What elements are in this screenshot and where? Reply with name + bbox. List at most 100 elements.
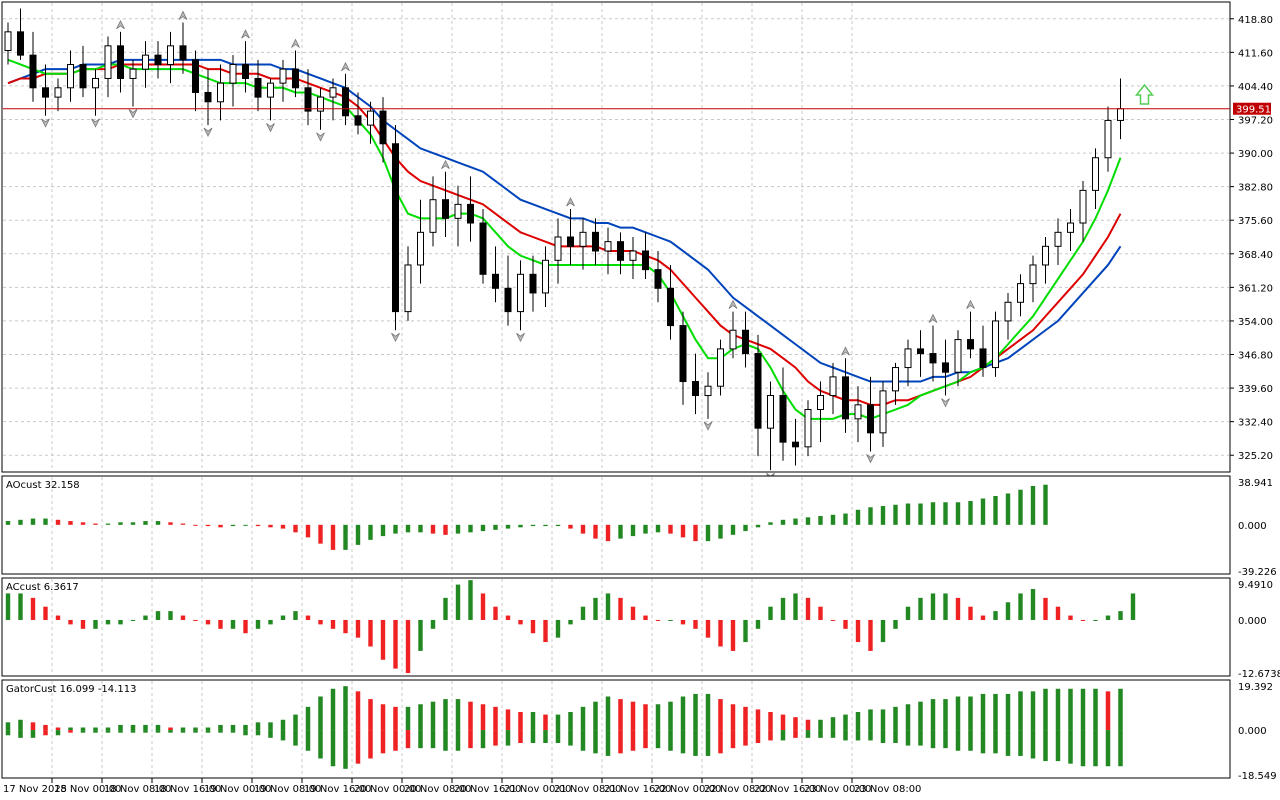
main-price-panel[interactable]: 418.80 411.60 404.40 397.20 390.00 382.80 375.… <box>1 1 1273 483</box>
candle-down[interactable] <box>967 339 974 350</box>
candle-up[interactable] <box>1079 189 1087 224</box>
candle-up[interactable] <box>1029 264 1037 285</box>
candle-up[interactable] <box>104 45 112 79</box>
candle-down[interactable] <box>29 54 37 89</box>
candle-up[interactable] <box>829 376 837 397</box>
gator-indicator-panel[interactable]: 19.392 0.000 -18.549 GatorCust 16.099 -14.1… <box>1 679 1277 782</box>
candle-up[interactable] <box>142 54 149 70</box>
candle-up[interactable] <box>1117 108 1124 121</box>
candle-down[interactable] <box>242 63 249 79</box>
candle-up[interactable] <box>417 231 424 266</box>
candle-up[interactable] <box>1067 222 1074 233</box>
candle-down[interactable] <box>654 269 662 289</box>
candle-down[interactable] <box>292 68 299 89</box>
candle-down[interactable] <box>179 45 187 61</box>
candle-up[interactable] <box>1004 301 1012 322</box>
fractal-down-icon <box>203 127 213 137</box>
histogram-bar <box>305 615 311 620</box>
candle-down[interactable] <box>379 110 387 145</box>
candle-up[interactable] <box>1092 157 1099 191</box>
candle-down[interactable] <box>154 54 162 65</box>
candle-down[interactable] <box>392 143 399 313</box>
candle-up[interactable] <box>1104 119 1112 159</box>
candle-up[interactable] <box>229 63 237 84</box>
candle-up[interactable] <box>167 45 174 65</box>
candle-up[interactable] <box>542 259 549 294</box>
candle-down[interactable] <box>79 63 87 89</box>
candle-up[interactable] <box>4 31 12 51</box>
candle-up[interactable] <box>67 63 74 89</box>
candle-down[interactable] <box>867 404 874 434</box>
candle-up[interactable] <box>92 77 99 89</box>
candle-down[interactable] <box>504 287 512 313</box>
candle-down[interactable] <box>342 87 349 117</box>
candle-up[interactable] <box>804 409 812 448</box>
candle-up[interactable] <box>879 390 887 434</box>
candle-up[interactable] <box>129 68 137 79</box>
candle-up[interactable] <box>1042 245 1049 266</box>
candle-down[interactable] <box>842 376 849 420</box>
candle-down[interactable] <box>529 273 537 294</box>
candle-up[interactable] <box>429 199 437 233</box>
gator-upper-bar <box>43 724 48 731</box>
candle-down[interactable] <box>779 395 787 443</box>
ao-indicator-panel[interactable]: 38.941 0.000 -39.226 AOcust 32.158 <box>1 475 1277 578</box>
candle-down[interactable] <box>467 203 474 224</box>
candle-up[interactable] <box>454 203 462 219</box>
candle-down[interactable] <box>667 287 674 327</box>
candle-down[interactable] <box>567 236 574 247</box>
candle-down[interactable] <box>917 348 924 355</box>
candle-down[interactable] <box>117 45 124 79</box>
candle-up[interactable] <box>992 320 999 369</box>
candle-up[interactable] <box>904 348 912 369</box>
ac-indicator-panel[interactable]: 9.4910 0.000 -12.6738 ACcust 6.3617 <box>1 577 1280 680</box>
candle-down[interactable] <box>42 87 49 98</box>
candle-down[interactable] <box>792 441 799 448</box>
candle-up[interactable] <box>767 395 774 429</box>
candle-up[interactable] <box>54 87 62 98</box>
candle-up[interactable] <box>267 82 274 98</box>
histogram-bar <box>568 524 573 529</box>
candle-up[interactable] <box>704 385 712 397</box>
candle-down[interactable] <box>642 250 649 271</box>
candle-down[interactable] <box>204 91 212 103</box>
candle-up[interactable] <box>1054 231 1062 247</box>
candle-down[interactable] <box>492 273 499 289</box>
candle-down[interactable] <box>479 222 487 275</box>
candle-up[interactable] <box>629 250 637 261</box>
candle-up[interactable] <box>729 329 737 350</box>
candle-up[interactable] <box>329 87 337 98</box>
candle-down[interactable] <box>692 381 699 397</box>
gator-lower-bar <box>305 730 311 751</box>
candle-up[interactable] <box>517 273 524 313</box>
candle-down[interactable] <box>592 231 599 252</box>
candle-down[interactable] <box>354 115 362 126</box>
candle-down[interactable] <box>979 348 987 369</box>
candle-up[interactable] <box>717 348 724 387</box>
candle-up[interactable] <box>579 231 587 247</box>
candle-up[interactable] <box>1017 283 1024 303</box>
candle-up[interactable] <box>817 395 824 411</box>
candle-down[interactable] <box>17 31 24 56</box>
candle-up[interactable] <box>892 367 899 392</box>
candle-down[interactable] <box>742 329 749 355</box>
candle-up[interactable] <box>604 241 612 252</box>
candle-up[interactable] <box>317 96 324 112</box>
candle-down[interactable] <box>679 325 687 383</box>
candle-down[interactable] <box>617 241 624 261</box>
candle-up[interactable] <box>954 339 962 373</box>
candle-down[interactable] <box>254 77 262 98</box>
candle-up[interactable] <box>279 68 287 84</box>
candle-down[interactable] <box>192 59 199 93</box>
candle-up[interactable] <box>217 82 224 103</box>
candle-up[interactable] <box>554 236 562 261</box>
candle-down[interactable] <box>942 362 949 373</box>
candle-down[interactable] <box>304 87 312 112</box>
candle-down[interactable] <box>442 199 449 219</box>
candle-up[interactable] <box>404 264 412 313</box>
candle-down[interactable] <box>929 353 937 364</box>
candle-up[interactable] <box>367 110 374 126</box>
candle-down[interactable] <box>754 353 762 429</box>
candle-up[interactable] <box>854 404 862 420</box>
